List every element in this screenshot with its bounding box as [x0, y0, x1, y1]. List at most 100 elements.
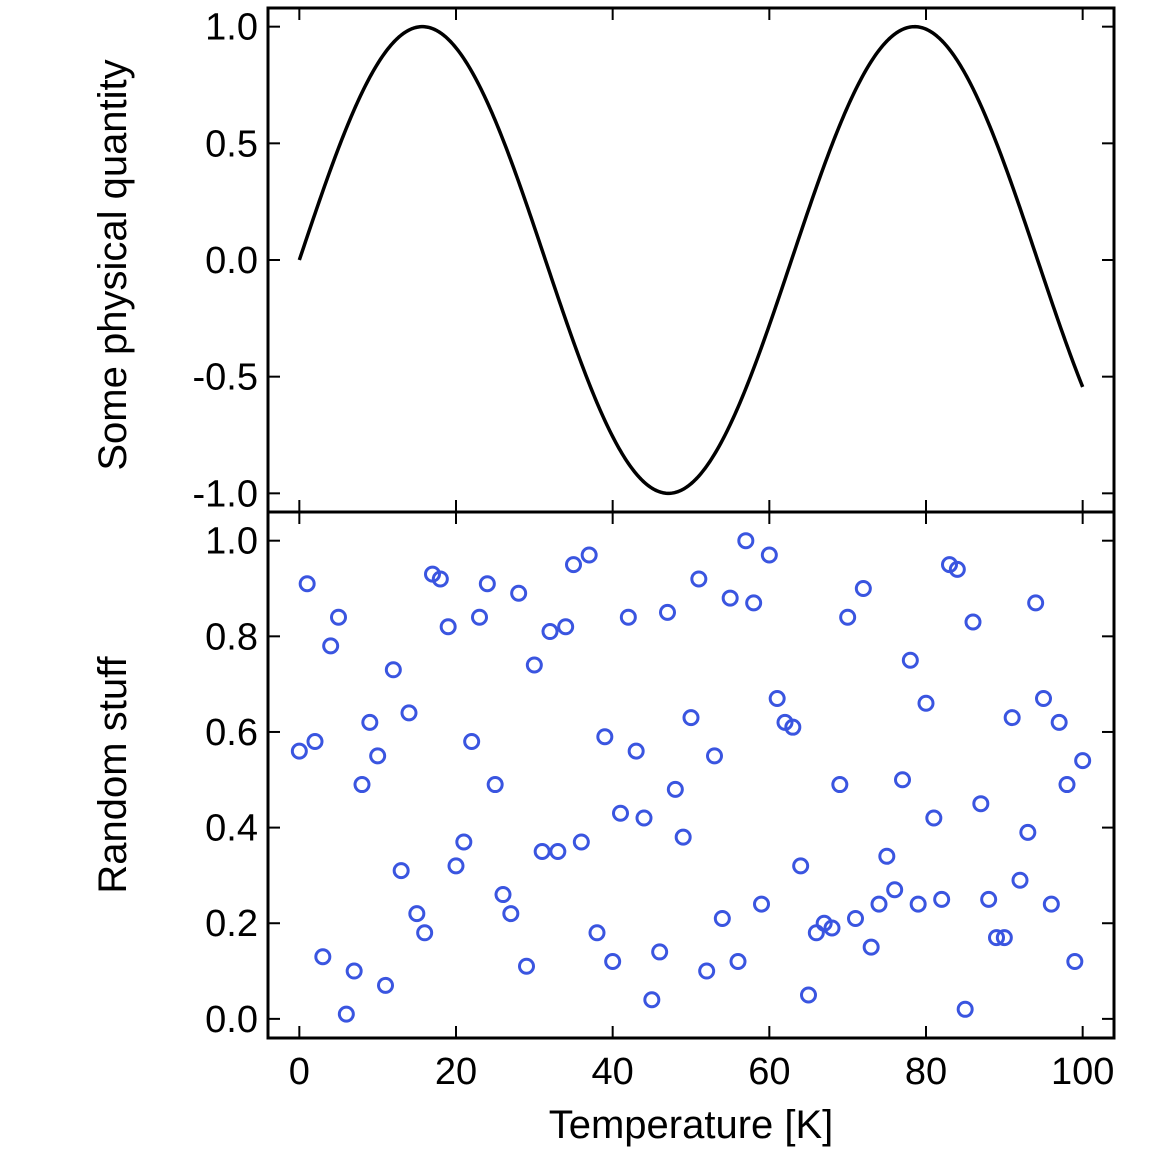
scatter-point — [698, 962, 716, 980]
scatter-point — [737, 532, 755, 550]
scatter-point — [290, 742, 308, 760]
scatter-point — [1027, 594, 1045, 612]
scatter-point — [784, 718, 802, 736]
scatter-point — [619, 608, 637, 626]
scatter-point — [964, 613, 982, 631]
top-y-tick-label: 0.0 — [205, 240, 258, 282]
scatter-point — [518, 957, 535, 975]
scatter-point — [369, 747, 387, 765]
scatter-point — [392, 862, 410, 880]
scatter-point — [839, 608, 857, 626]
scatter-point — [1050, 713, 1068, 731]
scatter-series — [290, 532, 1092, 1023]
scatter-point — [972, 795, 990, 813]
scatter-point — [854, 580, 872, 598]
scatter-point — [706, 747, 723, 765]
scatter-point — [345, 962, 363, 980]
scatter-point — [604, 952, 622, 970]
scatter-point — [330, 608, 347, 626]
scatter-point — [572, 833, 590, 851]
scatter-point — [541, 623, 559, 641]
bottom-y-tick-label: 1.0 — [205, 521, 258, 563]
scatter-point — [768, 689, 786, 707]
scatter-point — [361, 713, 379, 731]
scatter-point — [486, 776, 504, 794]
scatter-point — [980, 890, 998, 908]
bottom-panel: 0.0 0.2 0.4 0.6 0.8 1.0 0 20 40 60 80 100 Random st… — [91, 510, 1116, 1147]
scatter-point — [917, 694, 935, 712]
scatter-point — [995, 929, 1013, 947]
bottom-y-tick-label: 0.4 — [205, 808, 258, 850]
scatter-point — [431, 570, 449, 588]
scatter-point — [416, 924, 434, 942]
top-y-tick-label: -1.0 — [193, 473, 258, 515]
scatter-point — [659, 603, 676, 621]
top-plot-frame — [266, 6, 1116, 514]
bottom-y-tick-label: 0.0 — [205, 999, 258, 1041]
scatter-point — [635, 809, 653, 827]
scatter-point — [721, 589, 739, 607]
sine-line — [297, 24, 1085, 496]
scatter-point — [525, 656, 543, 674]
scatter-point — [956, 1000, 974, 1018]
scatter-point — [455, 833, 473, 851]
scatter-point — [580, 546, 598, 564]
scatter-point — [713, 909, 731, 927]
bottom-plot-frame — [266, 510, 1116, 1040]
scatter-point — [862, 938, 880, 956]
scatter-point — [1074, 752, 1092, 770]
scatter-point — [565, 556, 582, 574]
scatter-point — [298, 575, 316, 593]
scatter-point — [886, 881, 904, 899]
scatter-point — [760, 546, 778, 564]
scatter-point — [353, 776, 371, 794]
x-axis-label: Temperature [K] — [549, 1103, 834, 1147]
scatter-point — [753, 895, 770, 913]
bottom-y-tick-label: 0.2 — [205, 903, 258, 945]
scatter-point — [988, 929, 1005, 947]
bottom-y-tick-label: 0.8 — [205, 616, 258, 658]
scatter-point — [322, 637, 340, 655]
top-y-tick-label: -0.5 — [193, 357, 258, 399]
scatter-point — [909, 895, 927, 913]
scatter-point — [1058, 776, 1076, 794]
top-y-axis-label: Some physical quantity — [91, 59, 135, 470]
x-tick-label: 20 — [435, 1051, 477, 1093]
scatter-point — [792, 857, 810, 875]
top-y-tick-label: 1.0 — [205, 7, 258, 49]
scatter-point — [612, 804, 629, 822]
scatter-point — [674, 828, 692, 846]
scatter-point — [408, 905, 426, 923]
scatter-point — [894, 771, 911, 789]
scatter-point — [384, 661, 402, 679]
scatter-point — [627, 742, 645, 760]
bottom-axis-ticks: 0.0 0.2 0.4 0.6 0.8 1.0 0 20 40 60 80 100 — [205, 512, 1114, 1093]
scatter-point — [463, 733, 481, 751]
scatter-point — [533, 843, 551, 861]
scatter-point — [831, 776, 849, 794]
scatter-point — [1066, 952, 1084, 970]
scatter-point — [306, 733, 324, 751]
scatter-point — [690, 570, 708, 588]
scatter-point — [471, 608, 488, 626]
scatter-point — [745, 594, 763, 612]
scatter-point — [377, 976, 394, 994]
scatter-point — [682, 709, 700, 727]
scatter-point — [588, 924, 606, 942]
scatter-point — [549, 843, 567, 861]
x-tick-label: 0 — [289, 1051, 310, 1093]
scatter-point — [502, 905, 520, 923]
scatter-point — [510, 584, 528, 602]
scatter-point — [478, 575, 496, 593]
scatter-point — [1011, 871, 1029, 889]
scatter-point — [800, 986, 817, 1004]
scatter-point — [1019, 823, 1037, 841]
scatter-point — [925, 809, 943, 827]
scatter-point — [596, 728, 614, 746]
scatter-point — [447, 857, 465, 875]
x-tick-label: 80 — [905, 1051, 947, 1093]
scatter-point — [823, 919, 841, 937]
scatter-point — [729, 952, 747, 970]
bottom-y-tick-label: 0.6 — [205, 712, 258, 754]
scatter-point — [666, 780, 684, 798]
